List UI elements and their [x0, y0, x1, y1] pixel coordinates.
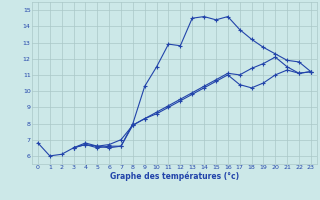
X-axis label: Graphe des températures (°c): Graphe des températures (°c) [110, 172, 239, 181]
